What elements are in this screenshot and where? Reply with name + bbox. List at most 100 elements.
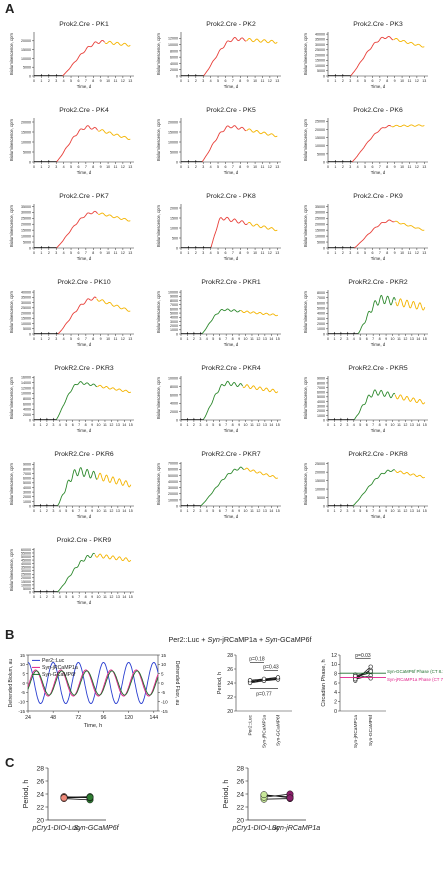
x-tick-label: 13: [410, 509, 414, 513]
x-tick-label: 3: [346, 423, 348, 427]
x-tick-label: 0: [180, 423, 182, 427]
y-tick-label: 4000: [23, 486, 31, 490]
y-tick-label: 8000: [170, 385, 178, 389]
y-tick-label: 0: [323, 246, 325, 250]
x-tick-label: 9: [385, 337, 387, 341]
baseline-trace: [34, 73, 64, 77]
y-tick-label: 5000: [23, 150, 31, 154]
y-tick-label: 7000: [317, 386, 325, 390]
y-tick-label: 4: [334, 690, 337, 696]
x-tick-label: 120: [124, 715, 133, 721]
small-chart-3: Prok2.Cre - PK30500010000150002000025000…: [303, 21, 428, 89]
x-tick-label: 5: [65, 423, 67, 427]
y-tick-label: 2000: [317, 409, 325, 413]
x-tick-label: 1: [334, 165, 336, 169]
y-tick-label: 5000: [317, 69, 325, 73]
y-tick-label: 35000: [21, 205, 31, 209]
x-tick-label: 0: [180, 165, 182, 169]
y-tick-label: 10000: [168, 43, 178, 47]
x-tick-label: 10: [391, 509, 395, 513]
x-tick-label: 9: [247, 79, 249, 83]
x-tick-label: 0: [180, 509, 182, 513]
y-tick-label: 26: [236, 778, 244, 785]
y-tick-label: 25000: [315, 48, 325, 52]
period-chart-c2: 20 22 24 26 28 Period, h pCry1-DIO-LucSyn-jRCa…: [221, 765, 320, 832]
chart-title: ProkR2.Cre - PKR8: [348, 451, 408, 458]
x-tick-label: 11: [397, 337, 401, 341]
category-label: Syn-jRCaMP1a: [262, 715, 268, 748]
y-axis-label: Bioluminescence, cpm: [9, 205, 14, 247]
y-tick-label: 0: [176, 160, 178, 164]
y-tick-label: 10: [20, 662, 26, 667]
y-axis-label: Bioluminescence, cpm: [303, 463, 308, 505]
x-tick-label: 0: [33, 251, 35, 255]
x-tick-label: 14: [122, 595, 126, 599]
y-tick-label: 50000: [21, 555, 31, 559]
panel-letter-a: A: [5, 1, 15, 16]
x-tick-label: 13: [422, 251, 426, 255]
chart-title: ProkR2.Cre - PKR3: [54, 365, 114, 372]
induction-trace: [201, 125, 247, 163]
y-tick-label: 2000: [170, 324, 178, 328]
x-tick-label: 6: [72, 423, 74, 427]
y-tick-label: 5000: [317, 496, 325, 500]
x-tick-label: 0: [327, 251, 329, 255]
post-switch-trace: [246, 38, 278, 44]
x-tick-label: 10: [400, 79, 404, 83]
induction-trace: [210, 216, 249, 248]
y-axis-label: Bioluminescence, cpm: [156, 205, 161, 247]
induction-trace: [57, 467, 98, 506]
x-tick-label: 3: [52, 595, 54, 599]
y-tick-label: 8000: [23, 397, 31, 401]
y-right-tick-label: -15: [161, 709, 168, 714]
x-tick-label: 6: [371, 79, 373, 83]
x-tick-label: 2: [342, 165, 344, 169]
x-tick-label: 4: [63, 79, 65, 83]
x-axis-label: Time, d: [77, 600, 92, 605]
y-tick-label: 20000: [21, 39, 31, 43]
x-tick-label: 5: [65, 595, 67, 599]
baseline-trace: [181, 245, 212, 248]
y-tick-label: 15: [20, 653, 26, 658]
x-tick-label: 12: [256, 337, 260, 341]
y-tick-label: 0: [323, 74, 325, 78]
y-tick-label: 15000: [315, 136, 325, 140]
x-tick-label: 0: [327, 79, 329, 83]
small-chart-12: ProkR2.Cre - PKR201000200030004000500060…: [303, 279, 428, 347]
baseline-trace: [328, 417, 355, 421]
y-tick-label: 70000: [168, 462, 178, 466]
y-tick-label: 15000: [21, 317, 31, 321]
y-tick-label: 35000: [21, 296, 31, 300]
x-tick-label: 3: [202, 251, 204, 255]
x-axis-label: Time, d: [224, 256, 239, 261]
y-tick-label: 45000: [21, 558, 31, 562]
y-tick-label: 7000: [170, 303, 178, 307]
y-tick-label: 25000: [315, 120, 325, 124]
x-tick-label: 10: [253, 79, 257, 83]
x-tick-label: 4: [59, 509, 61, 513]
x-tick-label: 0: [33, 595, 35, 599]
baseline-trace: [181, 417, 204, 420]
p-value: p=0.18: [249, 657, 265, 663]
y-tick-label: 20: [227, 709, 233, 715]
y-tick-label: 10000: [21, 322, 31, 326]
x-axis-label: Time, d: [77, 342, 92, 347]
small-chart-18: ProkR2.Cre - PKR805000100001500020000250…: [303, 451, 428, 519]
post-switch-trace: [246, 128, 278, 138]
post-switch-trace: [97, 129, 131, 140]
y-axis-label: Detrended Biolum, au: [8, 659, 14, 708]
x-tick-label: 12: [268, 251, 272, 255]
post-switch-trace: [94, 553, 132, 562]
x-tick-label: 6: [219, 337, 221, 341]
x-tick-label: 5: [65, 509, 67, 513]
x-tick-label: 1: [333, 337, 335, 341]
category-label: Per2::Luc: [248, 714, 254, 735]
x-tick-label: 11: [408, 79, 412, 83]
x-tick-label: 7: [372, 509, 374, 513]
y-tick-label: 14000: [21, 381, 31, 385]
x-tick-label: 4: [63, 337, 65, 341]
y-tick-label: 0: [323, 160, 325, 164]
y-tick-label: 7000: [317, 296, 325, 300]
x-axis-label: Time, d: [224, 170, 239, 175]
